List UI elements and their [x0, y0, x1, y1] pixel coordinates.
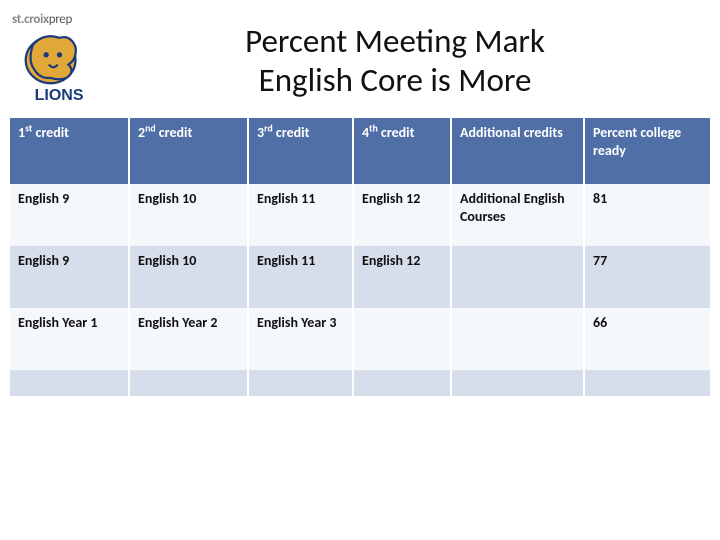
cell: 77 — [584, 246, 710, 308]
table-row-empty — [10, 370, 710, 396]
logo-brand-text: st.croixprep — [12, 12, 122, 27]
cell: English 9 — [10, 184, 129, 246]
cell: 81 — [584, 184, 710, 246]
cell — [353, 308, 451, 370]
cell — [451, 308, 584, 370]
table-header-row: 1st credit 2nd credit 3rd credit 4th cre… — [10, 118, 710, 184]
cell: English Year 3 — [248, 308, 353, 370]
cell — [129, 370, 248, 396]
logo-brand-sub: prep — [49, 12, 72, 27]
logo-block: st.croixprep LIONS — [12, 12, 122, 114]
cell — [584, 370, 710, 396]
col-header-6: Percent college ready — [584, 118, 710, 184]
cell: English 10 — [129, 184, 248, 246]
cell: English Year 2 — [129, 308, 248, 370]
mascot-text: LIONS — [35, 87, 84, 104]
cell: English 12 — [353, 184, 451, 246]
slide-header: st.croixprep LIONS Percent Meeting Mark … — [0, 0, 720, 114]
cell: 66 — [584, 308, 710, 370]
table-row: English 9 English 10 English 11 English … — [10, 184, 710, 246]
cell: Additional English Courses — [451, 184, 584, 246]
col-header-2: 2nd credit — [129, 118, 248, 184]
credits-table: 1st credit 2nd credit 3rd credit 4th cre… — [10, 118, 710, 396]
cell — [451, 370, 584, 396]
slide-title: Percent Meeting Mark English Core is Mor… — [122, 12, 708, 100]
col-header-5: Additional credits — [451, 118, 584, 184]
cell: English Year 1 — [10, 308, 129, 370]
col-header-3: 3rd credit — [248, 118, 353, 184]
table-row: English Year 1 English Year 2 English Ye… — [10, 308, 710, 370]
cell — [353, 370, 451, 396]
table-container: 1st credit 2nd credit 3rd credit 4th cre… — [0, 114, 720, 396]
logo-brand-main: st.croix — [12, 12, 49, 27]
title-line-1: Percent Meeting Mark — [122, 22, 668, 61]
cell: English 12 — [353, 246, 451, 308]
cell: English 11 — [248, 184, 353, 246]
cell — [10, 370, 129, 396]
table-row: English 9 English 10 English 11 English … — [10, 246, 710, 308]
cell — [451, 246, 584, 308]
title-line-2: English Core is More — [122, 61, 668, 100]
col-header-4: 4th credit — [353, 118, 451, 184]
cell — [248, 370, 353, 396]
cell: English 11 — [248, 246, 353, 308]
lion-logo-icon: LIONS — [12, 29, 107, 109]
cell: English 9 — [10, 246, 129, 308]
col-header-1: 1st credit — [10, 118, 129, 184]
cell: English 10 — [129, 246, 248, 308]
